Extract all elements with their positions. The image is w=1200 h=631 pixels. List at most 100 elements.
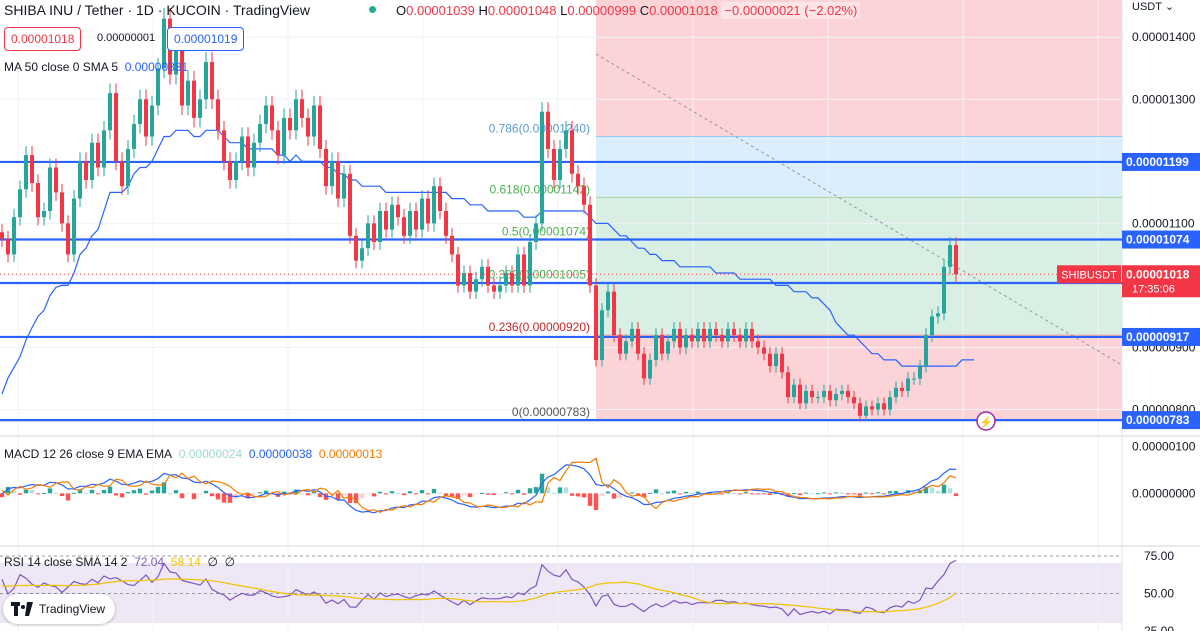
- fib-label-0.618: 0.618(0.00001142): [489, 182, 590, 196]
- candle: [636, 321, 640, 361]
- candle: [702, 321, 706, 349]
- candle-body: [762, 347, 766, 354]
- macd-histogram-bar: [473, 493, 479, 495]
- candle: [396, 196, 400, 226]
- currency-unit-selector[interactable]: USDT ⌄: [1132, 0, 1174, 13]
- macd-histogram-bar: [161, 482, 167, 494]
- candle: [588, 196, 592, 293]
- candle: [846, 384, 850, 404]
- macd-histogram-bar: [389, 491, 395, 494]
- candle-body: [342, 173, 346, 199]
- candle-body: [174, 49, 178, 75]
- macd-histogram-bar: [41, 492, 47, 494]
- candle: [312, 95, 316, 146]
- rsi-legend[interactable]: RSI 14 close SMA 14 2 72.04 58.14 ∅ ∅: [4, 555, 235, 569]
- candle: [342, 164, 346, 208]
- candle: [828, 384, 832, 407]
- candle-body: [258, 124, 262, 143]
- ohlc-open: 0.00001039: [406, 3, 475, 18]
- macd-histogram-bar: [419, 490, 425, 494]
- ohlc-o-label: O: [396, 3, 407, 18]
- macd-histogram-bar: [953, 493, 959, 497]
- candle: [36, 174, 40, 226]
- candle-body: [426, 198, 430, 224]
- fib-label-0.5: 0.5(0.00001074): [502, 225, 590, 239]
- candle-body: [660, 335, 664, 354]
- candle: [132, 114, 136, 159]
- macd-histogram-bar: [371, 493, 377, 497]
- macd-axis-tick: 0.00000000: [1132, 486, 1196, 500]
- candle: [360, 240, 364, 269]
- candle: [726, 321, 730, 349]
- candle-body: [156, 68, 160, 106]
- candle-body: [66, 223, 70, 255]
- candle: [804, 384, 808, 410]
- macd-histogram-bar: [431, 488, 437, 494]
- candle-body: [30, 155, 34, 184]
- candle-body: [948, 245, 952, 267]
- candle: [240, 127, 244, 171]
- macd-histogram-bar: [299, 493, 305, 495]
- macd-histogram-bar: [869, 493, 875, 495]
- candle-body: [198, 99, 202, 118]
- macd-histogram-bar: [119, 493, 125, 498]
- candle-body: [318, 105, 322, 149]
- candle-body: [594, 285, 598, 360]
- candle: [222, 121, 226, 171]
- macd-histogram-bar: [653, 489, 659, 494]
- macd-histogram-bar: [629, 492, 635, 494]
- tradingview-logo[interactable]: TradingView: [3, 594, 116, 624]
- candle-body: [114, 93, 118, 162]
- candle-body: [36, 183, 40, 218]
- macd-histogram-bar: [713, 492, 719, 494]
- macd-histogram-bar: [551, 493, 557, 495]
- macd-histogram-bar: [53, 492, 59, 494]
- sell-price-button[interactable]: 0.00001018: [4, 27, 82, 51]
- candle: [660, 328, 664, 361]
- candle-body: [834, 394, 838, 401]
- macd-histogram-bar: [5, 486, 11, 494]
- symbol-tag: SHIBUSDT: [1057, 265, 1121, 284]
- macd-histogram-bar: [719, 493, 725, 495]
- macd-histogram-bar: [185, 493, 191, 495]
- macd-histogram-bar: [443, 493, 449, 496]
- candle-body: [624, 341, 628, 354]
- candle: [822, 384, 826, 404]
- bar-countdown: 17:35:06: [1132, 283, 1175, 295]
- macd-histogram-bar: [233, 493, 239, 499]
- macd-histogram-bar: [137, 488, 143, 494]
- buy-price-button[interactable]: 0.00001019: [167, 27, 245, 51]
- candle-body: [714, 328, 718, 336]
- macd-histogram-bar: [383, 493, 389, 495]
- macd-histogram-bar: [11, 491, 17, 494]
- macd-legend[interactable]: MACD 12 26 close 9 EMA EMA 0.00000024 0.…: [4, 447, 382, 461]
- candle-body: [42, 210, 46, 218]
- candle: [102, 121, 106, 177]
- macd-histogram-bar: [113, 493, 119, 496]
- candle: [246, 127, 250, 177]
- macd-legend-label: MACD 12 26 close 9 EMA EMA: [4, 447, 173, 461]
- macd-histogram-bar: [923, 486, 929, 494]
- candle-body: [294, 99, 298, 131]
- macd-histogram-bar: [617, 493, 623, 499]
- candle: [732, 321, 736, 342]
- candle: [138, 89, 142, 134]
- candle: [348, 164, 352, 244]
- candle: [486, 259, 490, 293]
- macd-histogram-bar: [935, 490, 941, 494]
- candle-body: [498, 285, 502, 292]
- candle-body: [432, 186, 436, 224]
- candle-body: [732, 328, 736, 336]
- ma-legend[interactable]: MA 50 close 0 SMA 5 0.00000881: [4, 60, 188, 74]
- candle: [768, 347, 772, 373]
- current-price-value: 0.00001018: [1126, 267, 1190, 281]
- candle-body: [288, 117, 292, 131]
- candle-body: [540, 111, 544, 224]
- candle-body: [768, 353, 772, 367]
- macd-histogram-bar: [587, 493, 593, 506]
- candle: [546, 102, 550, 159]
- macd-histogram-bar: [533, 487, 539, 494]
- candle-body: [588, 204, 592, 286]
- macd-histogram-bar: [167, 493, 173, 495]
